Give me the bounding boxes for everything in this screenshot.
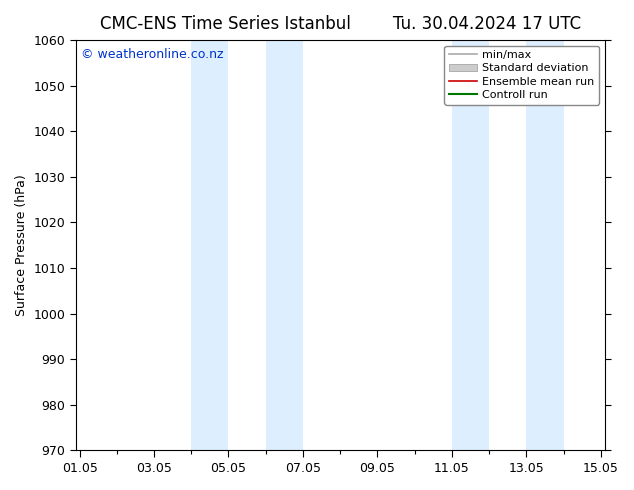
Bar [266, 40, 303, 450]
Text: © weatheronline.co.nz: © weatheronline.co.nz [81, 49, 224, 61]
Y-axis label: Surface Pressure (hPa): Surface Pressure (hPa) [15, 174, 28, 316]
Title: CMC-ENS Time Series Istanbul        Tu. 30.04.2024 17 UTC: CMC-ENS Time Series Istanbul Tu. 30.04.2… [100, 15, 581, 33]
Bar [191, 40, 228, 450]
Bar [526, 40, 564, 450]
Legend: min/max, Standard deviation, Ensemble mean run, Controll run: min/max, Standard deviation, Ensemble me… [444, 46, 599, 104]
Bar [452, 40, 489, 450]
